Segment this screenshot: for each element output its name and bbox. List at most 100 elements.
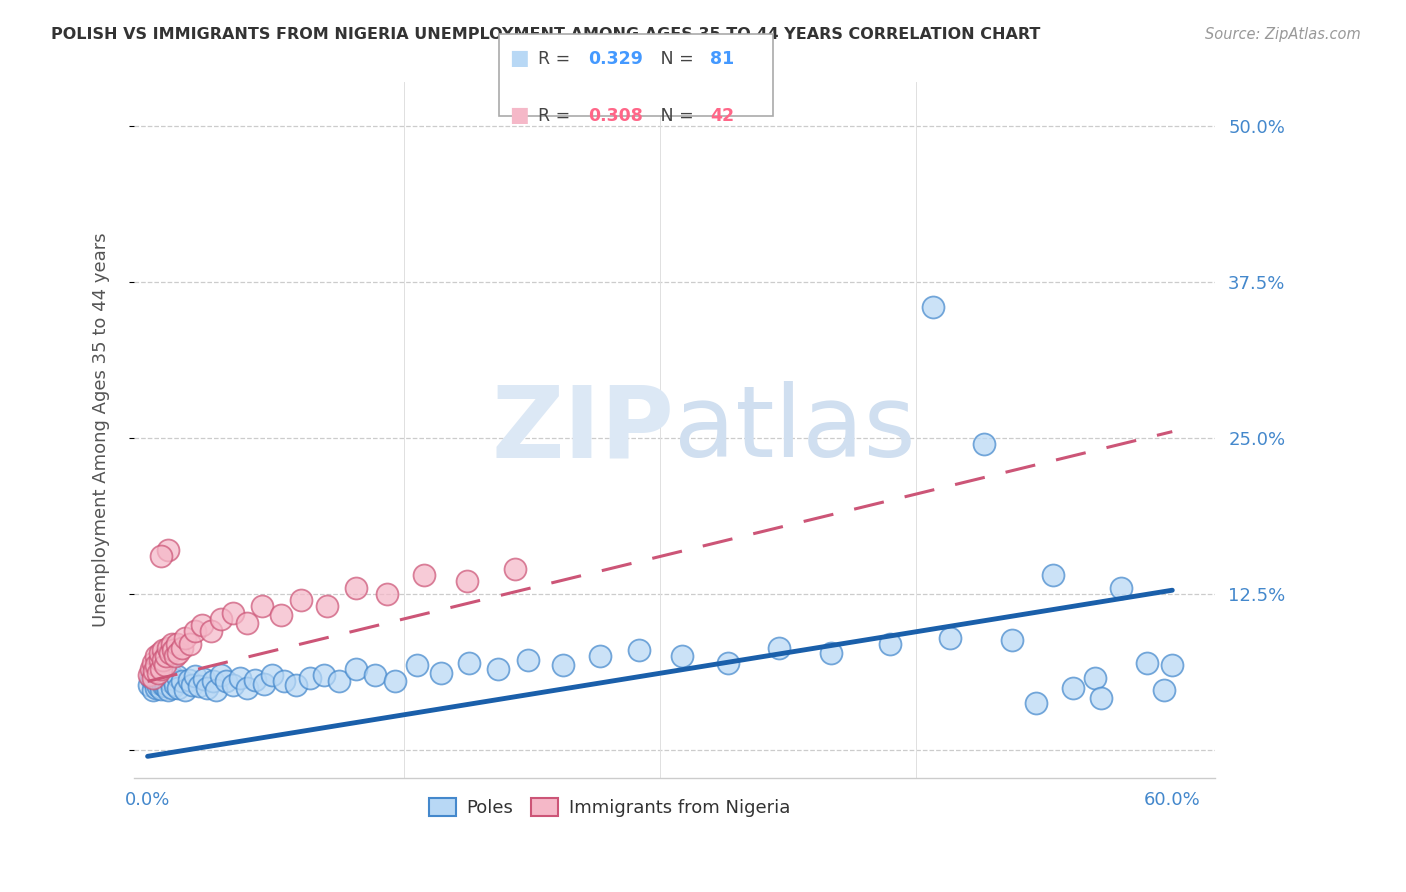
Point (200, 624, 222, 639)
Text: atlas: atlas (675, 381, 917, 478)
Point (174, 631, 197, 645)
Point (285, 678, 308, 692)
Point (146, 679, 169, 693)
Text: Source: ZipAtlas.com: Source: ZipAtlas.com (1205, 27, 1361, 42)
Point (551, 658, 574, 673)
Point (138, 668, 160, 682)
Point (457, 656, 479, 670)
Point (250, 599, 273, 614)
Point (1090, 690, 1112, 705)
Text: R =: R = (538, 107, 576, 125)
Legend: Poles, Immigrants from Nigeria: Poles, Immigrants from Nigeria (422, 790, 797, 824)
Point (142, 683, 165, 698)
Text: ■: ■ (509, 48, 529, 68)
Point (139, 662, 162, 676)
Point (201, 674, 224, 689)
Point (820, 646, 842, 660)
Point (184, 669, 207, 683)
Point (167, 681, 190, 695)
Point (155, 668, 177, 682)
Point (215, 674, 238, 689)
Point (1161, 658, 1184, 673)
Point (157, 640, 180, 655)
Point (139, 671, 162, 685)
Point (1025, 696, 1047, 710)
Text: 42: 42 (710, 107, 734, 125)
Text: ZIP: ZIP (492, 381, 675, 478)
Point (152, 669, 174, 683)
Point (157, 683, 180, 698)
Point (145, 665, 167, 679)
Point (160, 681, 183, 695)
Point (245, 673, 267, 687)
Text: N =: N = (644, 107, 699, 125)
Point (145, 658, 167, 673)
Point (939, 631, 962, 645)
Point (162, 672, 184, 686)
Point (150, 681, 173, 696)
Point (142, 665, 165, 680)
Point (153, 658, 176, 673)
Point (148, 653, 170, 667)
Point (316, 599, 339, 614)
Point (184, 624, 207, 639)
Point (209, 668, 232, 682)
Point (1153, 683, 1175, 698)
Point (364, 668, 387, 682)
Point (195, 681, 218, 695)
Point (191, 618, 214, 632)
Point (155, 677, 177, 691)
Point (142, 671, 165, 685)
Point (312, 668, 335, 682)
Point (155, 649, 177, 664)
Point (170, 640, 193, 655)
Point (138, 678, 160, 692)
Point (717, 656, 740, 670)
Point (270, 608, 292, 623)
Point (159, 674, 181, 689)
Point (193, 672, 215, 686)
Text: POLISH VS IMMIGRANTS FROM NIGERIA UNEMPLOYMENT AMONG AGES 35 TO 44 YEARS CORRELA: POLISH VS IMMIGRANTS FROM NIGERIA UNEMPL… (51, 27, 1040, 42)
Point (142, 656, 165, 670)
Point (160, 637, 183, 651)
Point (143, 668, 166, 682)
Text: ■: ■ (509, 105, 529, 125)
Point (143, 665, 166, 679)
Point (148, 646, 170, 660)
Point (153, 672, 176, 686)
Text: R =: R = (538, 50, 576, 68)
Point (179, 637, 201, 651)
Point (1062, 681, 1084, 695)
Point (384, 674, 406, 689)
Point (298, 671, 321, 685)
Point (328, 674, 350, 689)
Point (157, 543, 180, 558)
Point (1001, 633, 1024, 648)
Point (262, 668, 284, 682)
Point (159, 665, 181, 680)
Point (406, 658, 429, 673)
Point (150, 662, 173, 676)
Point (503, 562, 526, 576)
Point (375, 587, 398, 601)
Point (517, 653, 540, 667)
Point (253, 677, 276, 691)
Point (235, 615, 257, 630)
Point (222, 606, 245, 620)
Point (1136, 656, 1159, 670)
Point (159, 646, 181, 660)
Point (146, 671, 169, 685)
Point (148, 677, 170, 691)
Point (273, 674, 295, 689)
Point (163, 649, 186, 664)
Point (170, 674, 193, 689)
Point (879, 637, 901, 651)
Point (768, 640, 790, 655)
Y-axis label: Unemployment Among Ages 35 to 44 years: Unemployment Among Ages 35 to 44 years (93, 233, 110, 627)
Point (152, 678, 174, 692)
Point (153, 679, 176, 693)
Point (628, 643, 651, 657)
Point (222, 678, 245, 692)
Point (148, 668, 170, 682)
Point (145, 649, 167, 664)
